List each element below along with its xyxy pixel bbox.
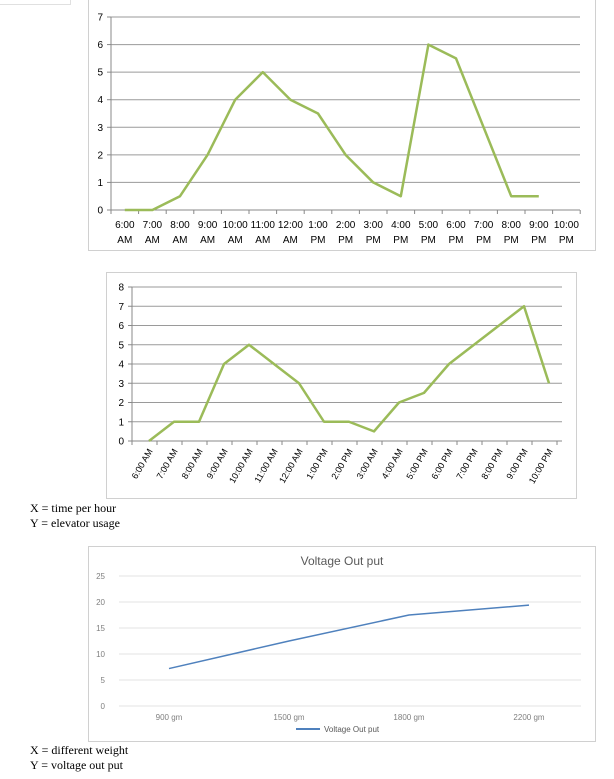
x-tick-label: 4:00 AM <box>380 447 405 481</box>
x-tick-label-line: 10:00 <box>223 220 248 231</box>
x-tick-label-line: AM <box>200 235 215 246</box>
x-tick-label: 1500 gm <box>273 713 304 722</box>
x-tick-label: 10:00 PM <box>527 447 555 485</box>
x-tick-label: 8:00 PM <box>479 447 504 481</box>
caption-chart2-y: Y = elevator usage <box>30 516 120 530</box>
y-tick-label: 4 <box>97 95 103 106</box>
x-tick-label-line: PM <box>421 235 436 246</box>
x-tick-label: 900 gm <box>156 713 183 722</box>
chart-title: Voltage Out put <box>301 554 384 568</box>
x-tick-label-line: AM <box>255 235 270 246</box>
series-line <box>148 305 551 442</box>
x-tick-label-line: AM <box>283 235 298 246</box>
x-tick-label-line: 11:00 <box>251 220 276 231</box>
x-tick-label-line: PM <box>338 235 353 246</box>
x-tick-label: 1800 gm <box>393 713 424 722</box>
y-tick-label: 5 <box>101 676 106 685</box>
y-tick-label: 0 <box>118 437 124 448</box>
x-tick-label-line: PM <box>559 235 574 246</box>
x-tick-label-line: 3:00 <box>363 220 383 231</box>
x-tick-label-line: PM <box>531 235 546 246</box>
x-tick-label: 12:00 AM <box>277 447 305 485</box>
x-tick-label: 7:00 AM <box>155 447 180 481</box>
x-tick-label-line: 6:00 <box>115 220 135 231</box>
x-tick-label-line: 10:00 <box>554 220 579 231</box>
x-tick-label: 11:00 AM <box>252 447 279 484</box>
x-tick-label-line: AM <box>173 235 188 246</box>
y-tick-label: 8 <box>118 283 124 294</box>
x-tick-label: 5:00 PM <box>404 447 429 481</box>
y-tick-label: 15 <box>96 624 105 633</box>
x-tick-label: 2200 gm <box>513 713 544 722</box>
y-tick-label: 20 <box>96 598 105 607</box>
x-tick-label-line: 8:00 <box>170 220 190 231</box>
x-tick-label-line: 5:00 <box>419 220 439 231</box>
x-tick-label-line: AM <box>117 235 132 246</box>
chart-1-svg: 0 1 2 3 4 5 6 7 6:00 AM 7:00 AM 8:00 AM 9:00 AM 10:00 AM 1… <box>97 13 581 246</box>
x-tick-label-line: 7:00 <box>143 220 163 231</box>
y-tick-label: 1 <box>97 178 103 189</box>
x-tick-label-line: PM <box>504 235 519 246</box>
x-tick-label-line: 7:00 <box>474 220 494 231</box>
y-tick-label: 3 <box>97 123 103 134</box>
y-tick-label: 0 <box>101 702 106 711</box>
elevator-usage-chart-1: 0 1 2 3 4 5 6 7 6:00 AM 7:00 AM 8:00 AM 9:00 AM 10:00 AM 1… <box>88 0 596 251</box>
elevator-usage-chart-2: 0 1 2 3 4 5 6 7 8 6:00 AM 7:00 AM 8:00 AM 9:00 AM 10:… <box>106 272 577 499</box>
y-tick-label: 3 <box>118 379 124 390</box>
x-tick-label-line: 9:00 <box>198 220 218 231</box>
x-tick-label-line: PM <box>366 235 381 246</box>
x-tick-label-line: 9:00 <box>529 220 549 231</box>
caption-chart3-y: Y = voltage out put <box>30 758 123 772</box>
x-tick-label-line: PM <box>449 235 464 246</box>
x-tick-label-line: 12:00 <box>278 220 303 231</box>
caption-chart3-x: X = different weight <box>30 743 129 757</box>
series-line <box>168 604 530 670</box>
x-tick-label: 8:00 AM <box>180 447 205 481</box>
y-tick-label: 6 <box>97 40 103 51</box>
y-tick-label: 4 <box>118 360 124 371</box>
y-tick-label: 7 <box>118 302 124 313</box>
x-tick-label-line: AM <box>145 235 160 246</box>
y-tick-label: 25 <box>96 572 105 581</box>
x-tick-label: 10:00 AM <box>227 447 255 485</box>
x-tick-label: 7:00 PM <box>454 447 479 481</box>
x-tick-label: 9:00 AM <box>205 447 230 481</box>
y-tick-label: 1 <box>118 417 124 428</box>
y-tick-label: 5 <box>118 340 124 351</box>
y-tick-label: 5 <box>97 68 103 79</box>
x-tick-label: 9:00 PM <box>504 447 529 481</box>
x-tick-label-line: 8:00 <box>501 220 521 231</box>
x-tick-label-line: 1:00 <box>308 220 328 231</box>
voltage-output-chart: 0 5 10 15 20 25 900 gm 1500 gm 1800 gm 2200 gm Vol… <box>88 546 596 742</box>
y-tick-label: 10 <box>96 650 105 659</box>
x-tick-label-line: PM <box>393 235 408 246</box>
x-tick-label-line: 4:00 <box>391 220 411 231</box>
chart-3-svg: 0 5 10 15 20 25 900 gm 1500 gm 1800 gm 2200 gm Vol… <box>96 554 581 734</box>
x-tick-label-line: PM <box>311 235 326 246</box>
x-tick-label: 2:00 PM <box>329 447 354 481</box>
series-line <box>124 43 539 212</box>
x-tick-label-line: 2:00 <box>336 220 356 231</box>
y-tick-label: 6 <box>118 321 124 332</box>
y-tick-label: 0 <box>97 206 103 217</box>
legend-label: Voltage Out put <box>324 725 380 734</box>
y-tick-label: 2 <box>97 150 103 161</box>
x-tick-label: 3:00 AM <box>355 447 380 481</box>
y-tick-label: 7 <box>97 13 103 24</box>
x-tick-label-line: PM <box>476 235 491 246</box>
x-tick-label: 1:00 PM <box>304 447 329 481</box>
x-tick-label: 6:00 AM <box>130 447 155 481</box>
x-tick-label-line: 6:00 <box>446 220 466 231</box>
x-tick-label: 6:00 PM <box>429 447 454 481</box>
caption-chart2-x: X = time per hour <box>30 501 117 515</box>
y-tick-label: 2 <box>118 398 124 409</box>
top-left-frame <box>0 0 71 5</box>
x-tick-label-line: AM <box>228 235 243 246</box>
